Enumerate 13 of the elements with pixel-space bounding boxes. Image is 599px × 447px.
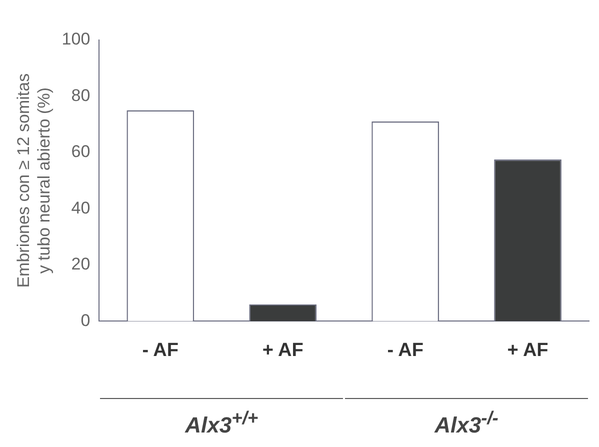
x-tick-label: + AF: [262, 340, 304, 361]
y-tick-label: 100: [62, 30, 90, 49]
x-tick-label: - AF: [387, 340, 424, 361]
y-axis-title: Embriones con ≥ 12 somitas y tubo neural abierto (%): [14, 73, 54, 288]
text: Alx3$^{-/-}$: [345, 398, 588, 438]
y-tick-label: 60: [71, 142, 90, 162]
y-tick-label: 80: [71, 86, 90, 105]
y-tick-label: 0: [80, 310, 90, 330]
y-tick-label: 40: [71, 198, 90, 218]
x-tick-label: + AF: [507, 340, 548, 361]
y-tick-label: 20: [71, 254, 90, 274]
text: Alx3$^{+/+}$: [100, 398, 343, 438]
x-tick-label: - AF: [142, 340, 179, 361]
